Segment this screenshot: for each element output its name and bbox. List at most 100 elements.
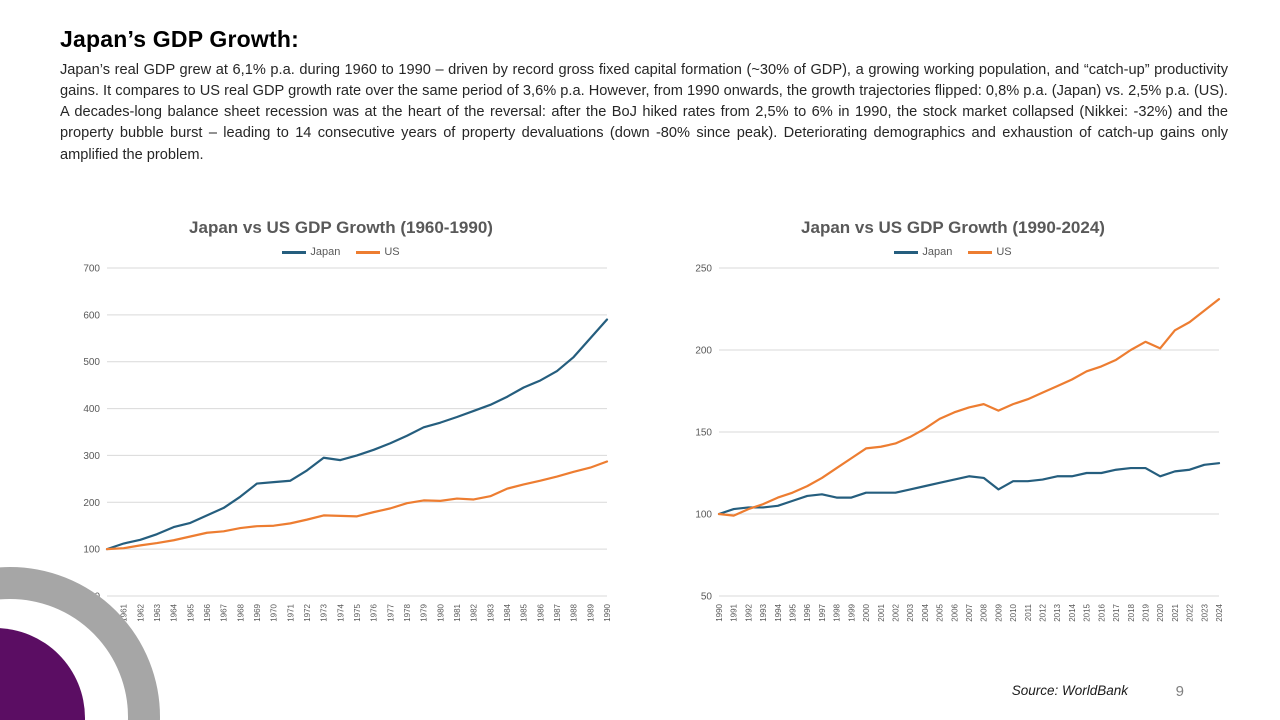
- x-axis-tick-label: 1986: [536, 603, 545, 621]
- legend-label-japan: Japan: [922, 246, 953, 258]
- x-axis-tick-label: 1973: [320, 603, 329, 621]
- x-axis-tick-label: 2022: [1186, 603, 1195, 621]
- x-axis-tick-label: 1998: [833, 603, 842, 621]
- y-axis-tick-label: 700: [83, 264, 100, 275]
- chart-title-left: Japan vs US GDP Growth (1960-1990): [189, 218, 493, 237]
- series-line-us: [105, 460, 609, 551]
- legend-label-us: US: [384, 246, 400, 258]
- y-axis-tick-label: 250: [695, 264, 712, 275]
- x-axis-tick-label: 2001: [877, 603, 886, 621]
- x-axis-tick-label: 1968: [236, 603, 245, 621]
- x-axis-tick-label: 1975: [353, 603, 362, 621]
- x-axis-tick-label: 2014: [1068, 603, 1077, 621]
- y-axis-tick-label: 100: [83, 545, 100, 556]
- x-axis-tick-label: 1990: [715, 603, 724, 621]
- legend-swatch-japan: [282, 250, 307, 254]
- x-axis-tick-label: 1961: [120, 603, 129, 621]
- x-axis-tick-label: 1972: [303, 603, 312, 621]
- x-axis-tick-label: 1989: [586, 603, 595, 621]
- y-axis-tick-label: 50: [701, 592, 713, 603]
- chart-title-right: Japan vs US GDP Growth (1990-2024): [801, 218, 1105, 237]
- legend-item-us: US: [356, 246, 400, 258]
- body-paragraph: Japan’s real GDP grew at 6,1% p.a. durin…: [60, 62, 1228, 163]
- legend-item-us: US: [968, 246, 1012, 258]
- x-axis-tick-label: 1997: [818, 603, 827, 621]
- x-axis-tick-label: 1981: [453, 603, 462, 621]
- x-axis-tick-label: 1970: [270, 603, 279, 621]
- x-axis-tick-label: 2002: [891, 603, 900, 621]
- x-axis-tick-label: 1979: [420, 603, 429, 621]
- x-axis-tick-label: 2006: [950, 603, 959, 621]
- legend-item-japan: Japan: [282, 246, 340, 258]
- x-axis-tick-label: 2021: [1171, 603, 1180, 621]
- x-axis-tick-label: 2009: [994, 603, 1003, 621]
- y-axis-tick-label: 150: [695, 428, 712, 439]
- x-axis-tick-label: 2023: [1200, 603, 1209, 621]
- x-axis-tick-label: 1993: [759, 603, 768, 621]
- x-axis-tick-label: 1990: [603, 603, 612, 621]
- x-axis-tick-label: 1984: [503, 603, 512, 621]
- x-axis-tick-label: 1999: [847, 603, 856, 621]
- x-axis-tick-label: 1983: [486, 603, 495, 621]
- x-axis-tick-label: 1966: [203, 603, 212, 621]
- series-line-us: [717, 298, 1221, 517]
- x-axis-tick-label: 1964: [170, 603, 179, 621]
- x-axis-tick-label: 2016: [1097, 603, 1106, 621]
- x-axis-tick-label: 1980: [436, 603, 445, 621]
- x-axis-tick-label: 2019: [1141, 603, 1150, 621]
- x-axis-tick-label: 2010: [1009, 603, 1018, 621]
- x-axis-tick-label: 1982: [470, 603, 479, 621]
- chart-1960-1990: Japan vs US GDP Growth (1960-1990) Japan…: [52, 218, 630, 658]
- x-axis-tick-label: 1974: [336, 603, 345, 621]
- x-axis-tick-label: 2000: [862, 603, 871, 621]
- series-line-japan: [717, 462, 1221, 516]
- legend-swatch-us: [968, 250, 993, 254]
- x-axis-tick-label: 1962: [136, 603, 145, 621]
- x-axis-tick-label: 2008: [980, 603, 989, 621]
- x-axis-tick-label: 2007: [965, 603, 974, 621]
- legend-swatch-us: [356, 250, 381, 254]
- x-axis-tick-label: 2004: [921, 603, 930, 621]
- x-axis-tick-label: 2003: [906, 603, 915, 621]
- chart-legend-left: Japan US: [282, 246, 400, 258]
- x-axis-tick-label: 1967: [220, 603, 229, 621]
- x-axis-tick-label: 2011: [1024, 603, 1033, 621]
- x-axis-tick-label: 1991: [730, 603, 739, 621]
- chart-canvas-right: 50 100 150 200 250 1990 1991 1992 1993 1994 1995 19…: [695, 264, 1224, 622]
- x-axis-tick-label: 1977: [386, 603, 395, 621]
- x-axis-tick-label: 2017: [1112, 603, 1121, 621]
- chart-1990-2024: Japan vs US GDP Growth (1990-2024) Japan…: [664, 218, 1242, 658]
- x-axis-tick-label: 1995: [789, 603, 798, 621]
- x-axis-tick-label: 2015: [1083, 603, 1092, 621]
- y-axis-tick-label: 500: [83, 357, 100, 368]
- page-number: 9: [1175, 683, 1184, 700]
- chart-legend-right: Japan US: [894, 246, 1012, 258]
- x-axis-tick-label: 1987: [553, 603, 562, 621]
- x-axis-tick-label: 1992: [744, 603, 753, 621]
- legend-item-japan: Japan: [894, 246, 952, 258]
- y-axis-tick-label: 300: [83, 451, 100, 462]
- x-axis-tick-label: 2012: [1039, 603, 1048, 621]
- x-axis-tick-label: 1988: [570, 603, 579, 621]
- x-axis-tick-label: 2018: [1127, 603, 1136, 621]
- legend-swatch-japan: [894, 250, 919, 254]
- x-axis-tick-label: 1978: [403, 603, 412, 621]
- x-axis-tick-label: 2005: [936, 603, 945, 621]
- legend-label-japan: Japan: [310, 246, 341, 258]
- page-title: Japan’s GDP Growth:: [60, 26, 299, 52]
- x-axis-tick-label: 2013: [1053, 603, 1062, 621]
- x-axis-tick-label: 1965: [186, 603, 195, 621]
- x-axis-tick-label: 1963: [153, 603, 162, 621]
- y-axis-tick-label: 100: [695, 510, 712, 521]
- y-axis-tick-label: 200: [695, 346, 712, 357]
- y-axis-tick-label: 600: [83, 310, 100, 321]
- x-axis-tick-label: 1985: [520, 603, 529, 621]
- x-axis-tick-label: 1994: [774, 603, 783, 621]
- x-axis-tick-label: 1969: [253, 603, 262, 621]
- y-axis-tick-label: 400: [83, 404, 100, 415]
- source-credit: Source: WorldBank: [1011, 683, 1128, 698]
- header: Japan’s GDP Growth: Japan’s real GDP gre…: [60, 26, 1228, 166]
- x-axis-tick-label: 2020: [1156, 603, 1165, 621]
